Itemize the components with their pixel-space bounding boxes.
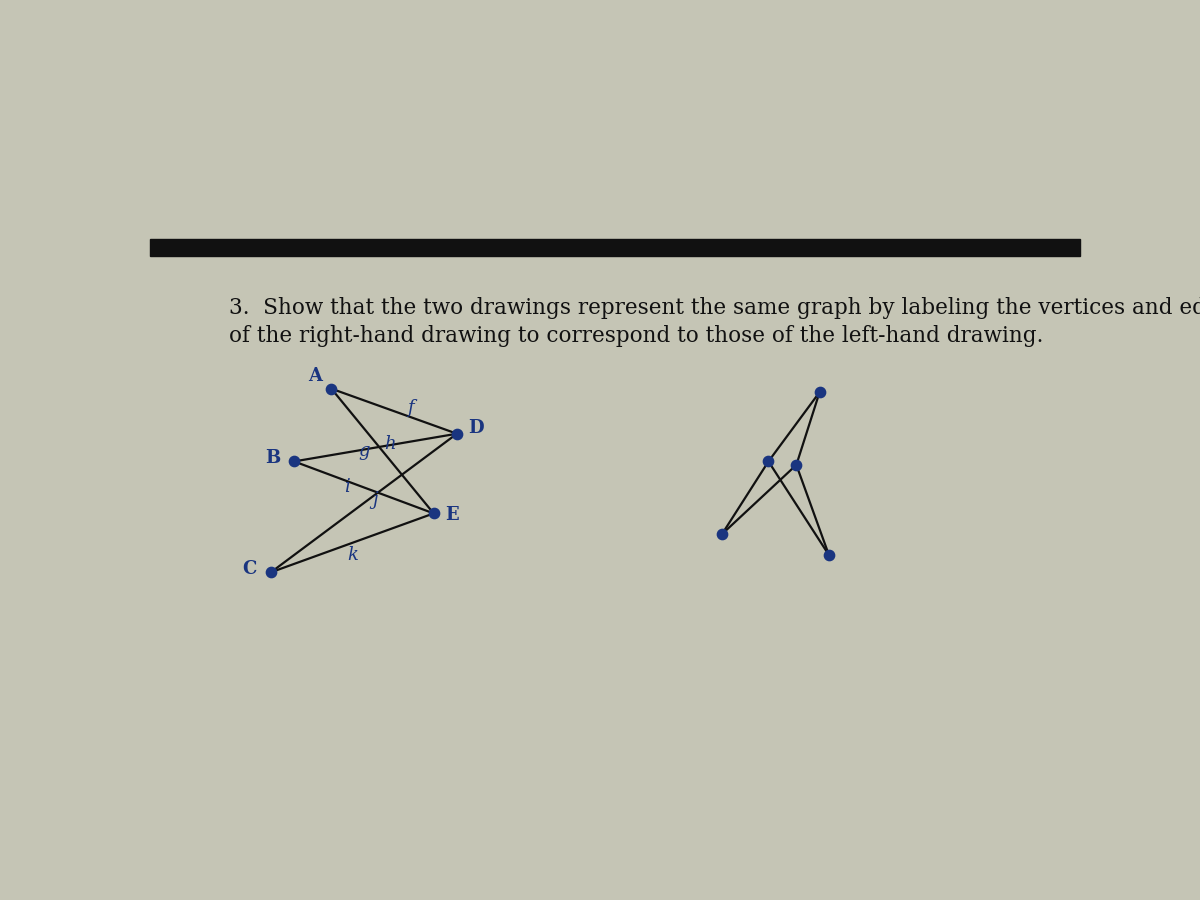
Text: g: g — [358, 442, 370, 460]
Point — [758, 454, 778, 469]
Text: k: k — [347, 546, 358, 564]
Bar — [150, 238, 1080, 256]
Point — [322, 382, 341, 396]
Text: C: C — [242, 560, 257, 578]
Text: E: E — [445, 506, 458, 524]
Text: A: A — [308, 367, 322, 385]
Point — [787, 458, 806, 473]
Point — [448, 427, 467, 441]
Text: 3.  Show that the two drawings represent the same graph by labeling the vertices: 3. Show that the two drawings represent … — [229, 297, 1200, 320]
Point — [262, 565, 281, 580]
Text: i: i — [344, 479, 350, 497]
Point — [820, 548, 839, 562]
Text: f: f — [408, 399, 414, 417]
Point — [713, 527, 732, 542]
Text: B: B — [265, 449, 281, 467]
Point — [284, 454, 304, 469]
Point — [424, 506, 443, 520]
Point — [810, 385, 829, 400]
Text: D: D — [468, 419, 484, 437]
Text: j: j — [372, 491, 378, 508]
Text: h: h — [384, 435, 395, 453]
Text: of the right-hand drawing to correspond to those of the left-hand drawing.: of the right-hand drawing to correspond … — [229, 325, 1044, 347]
